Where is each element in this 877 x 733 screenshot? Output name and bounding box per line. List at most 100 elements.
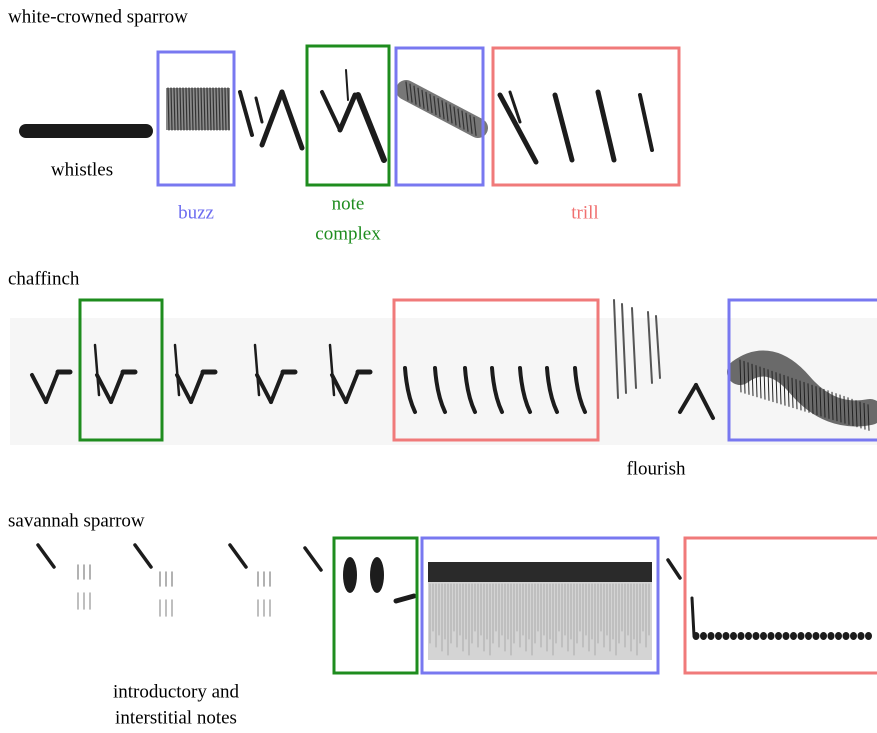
spectrogram-mark [421, 89, 425, 109]
spectrogram-mark [182, 87, 185, 131]
spectrogram-mark [194, 87, 197, 131]
spectrogram-mark [469, 114, 473, 134]
spectrogram-mark [621, 303, 627, 394]
spectrogram-mark [254, 96, 264, 124]
spectrogram-mark [441, 100, 445, 120]
spectrogram-mark [36, 543, 56, 569]
buzz-box [156, 50, 236, 187]
spectrogram-mark [413, 85, 417, 105]
spectrogram-mark [461, 110, 465, 130]
spectrogram-mark [428, 582, 652, 660]
spectrogram-mark [707, 632, 715, 640]
spectrogram-mark [355, 92, 387, 163]
spectrogram-mark [807, 383, 810, 413]
spectrogram-mark [209, 87, 212, 131]
spectrogram-mark [771, 370, 774, 403]
spectrogram-mark [167, 87, 170, 131]
spectrogram-mark [678, 383, 698, 414]
spectrogram-mark [238, 90, 254, 137]
spectrogram-mark [835, 632, 842, 640]
spectrogram-mark [545, 366, 559, 414]
label: trill [571, 202, 598, 223]
spectrogram-mark [179, 87, 182, 131]
spectrogram-mark [303, 546, 323, 572]
note-complex-box [78, 298, 164, 442]
spectrogram-mark [259, 89, 285, 148]
spectrogram-mark [831, 391, 834, 421]
spectrogram-mark [330, 373, 348, 404]
spectrogram-mark [173, 87, 176, 131]
spectrogram-mark [783, 374, 786, 406]
spectrogram-mark [445, 102, 449, 122]
spectrogram-mark [867, 404, 870, 431]
spectrogram-mark [827, 632, 835, 640]
spectrogram-marks [19, 69, 877, 660]
spectrogram-mark [396, 80, 488, 138]
spectrogram-mark [638, 93, 654, 152]
spectrogram-mark [425, 91, 429, 112]
spectrogram-mark [743, 360, 746, 394]
spectrogram-mark [865, 632, 872, 640]
spectrogram-mark [791, 377, 794, 409]
spectrogram-mark [200, 87, 203, 131]
spectrogram-mark [763, 367, 766, 400]
spectrogram-mark [760, 632, 767, 640]
spectrogram-mark [433, 366, 447, 414]
spectrogram-mark [227, 87, 230, 131]
spectrogram-mark [722, 632, 730, 640]
spectrogram-mark [775, 632, 782, 640]
label: complex [315, 223, 381, 244]
spectrogram-mark [787, 376, 790, 407]
spectrogram-mark [631, 307, 637, 389]
spectrogram-mark [490, 366, 504, 414]
spectrogram-mark [811, 384, 814, 415]
spectrogram-mark [269, 370, 285, 404]
spectrogram-mark [790, 632, 797, 640]
panel-title: white-crowned sparrow [8, 6, 188, 27]
trill-box [683, 536, 877, 675]
spectrogram-mark [805, 632, 812, 640]
spectrogram-mark [497, 92, 539, 165]
spectrogram-mark [847, 397, 850, 425]
spectrogram-mark [518, 366, 532, 414]
spectrogram-mark [647, 311, 653, 384]
spectrogram-mark [465, 112, 469, 132]
spectrogram-mark [221, 87, 224, 131]
spectrogram-mark [799, 380, 802, 411]
spectrogram-mark [428, 562, 652, 582]
note-complex-box [305, 44, 391, 187]
spectrogram-mark [170, 87, 173, 131]
spectrogram-mark [827, 390, 830, 419]
spectrogram-mark [857, 632, 865, 640]
spectrogram-mark [463, 366, 477, 414]
spectrogram-mark [173, 343, 181, 397]
spectrogram-mark [842, 632, 850, 640]
spectrogram-mark [694, 383, 715, 420]
spectrogram-mark [370, 557, 384, 593]
spectrogram-mark [344, 370, 360, 404]
spectrogram-mark [690, 596, 696, 638]
spectrogram-mark [328, 343, 336, 397]
spectrogram-mark [815, 386, 818, 416]
spectrogram-mark [453, 106, 457, 126]
spectrogram-mark [613, 299, 619, 399]
trill-box [392, 298, 600, 442]
spectrogram-mark [795, 379, 798, 410]
spectrogram-mark [185, 87, 188, 131]
spectrogram-mark [228, 543, 248, 569]
spectrogram-mark [767, 369, 770, 401]
spectrogram-mark [692, 632, 700, 640]
spectrogram-mark [782, 632, 790, 640]
spectrogram-mark [508, 90, 522, 124]
spectrogram-mark [95, 373, 113, 404]
spectrogram-mark [666, 558, 682, 580]
spectrogram-mark [218, 87, 221, 131]
spectrogram-mark [552, 92, 575, 163]
label: interstitial notes [115, 707, 237, 728]
spectrogram-mark [403, 366, 417, 414]
spectrogram-mark [595, 89, 617, 163]
spectrogram-mark [797, 632, 805, 640]
spectrogram-mark [433, 95, 437, 116]
spectrogram-mark [759, 366, 762, 399]
